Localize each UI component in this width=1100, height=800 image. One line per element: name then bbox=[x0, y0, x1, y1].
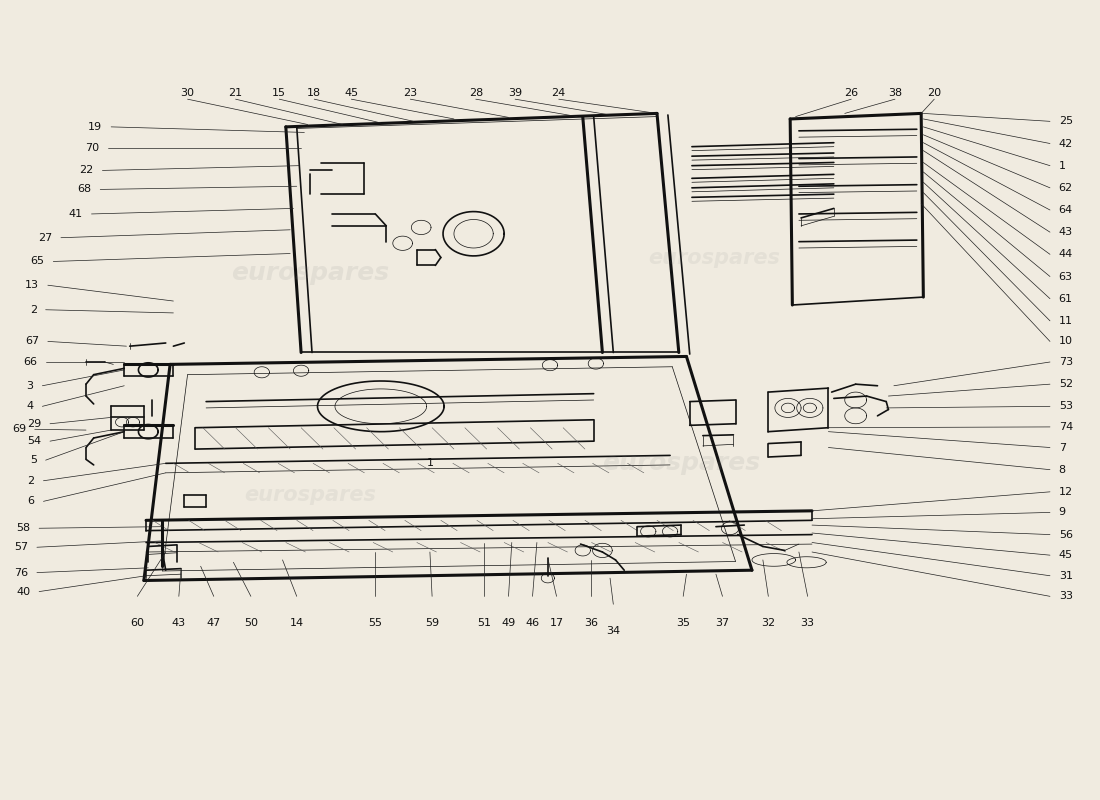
Text: 10: 10 bbox=[1058, 337, 1072, 346]
Text: 61: 61 bbox=[1058, 294, 1072, 304]
Text: 24: 24 bbox=[551, 87, 565, 98]
Text: eurospares: eurospares bbox=[244, 485, 376, 505]
Text: 20: 20 bbox=[927, 87, 942, 98]
Text: 49: 49 bbox=[502, 618, 516, 629]
Text: 50: 50 bbox=[244, 618, 257, 629]
Text: 33: 33 bbox=[801, 618, 815, 629]
Text: 54: 54 bbox=[28, 436, 42, 446]
Text: 62: 62 bbox=[1058, 183, 1072, 193]
Text: 55: 55 bbox=[368, 618, 383, 629]
Text: 38: 38 bbox=[888, 87, 902, 98]
Text: 37: 37 bbox=[715, 618, 729, 629]
Text: 66: 66 bbox=[23, 357, 37, 367]
Text: 43: 43 bbox=[172, 618, 186, 629]
Text: 2: 2 bbox=[30, 305, 37, 314]
Text: 22: 22 bbox=[79, 166, 94, 175]
Text: 47: 47 bbox=[207, 618, 221, 629]
Text: eurospares: eurospares bbox=[231, 262, 389, 286]
Text: 21: 21 bbox=[229, 87, 243, 98]
Text: 6: 6 bbox=[28, 496, 35, 506]
Text: 63: 63 bbox=[1058, 271, 1072, 282]
Text: 73: 73 bbox=[1058, 357, 1072, 367]
Text: 26: 26 bbox=[844, 87, 858, 98]
Text: 74: 74 bbox=[1058, 422, 1072, 432]
Text: 53: 53 bbox=[1058, 402, 1072, 411]
Text: 69: 69 bbox=[12, 424, 26, 434]
Text: 34: 34 bbox=[606, 626, 620, 637]
Text: 44: 44 bbox=[1058, 250, 1072, 259]
Text: 40: 40 bbox=[16, 586, 31, 597]
Text: 29: 29 bbox=[28, 418, 42, 429]
Text: 45: 45 bbox=[344, 87, 359, 98]
Text: 25: 25 bbox=[1058, 116, 1072, 126]
Text: 43: 43 bbox=[1058, 227, 1072, 237]
Text: eurospares: eurospares bbox=[648, 247, 780, 267]
Text: 64: 64 bbox=[1058, 205, 1072, 215]
Text: 45: 45 bbox=[1058, 550, 1072, 560]
Text: 60: 60 bbox=[130, 618, 144, 629]
Text: 18: 18 bbox=[307, 87, 321, 98]
Text: 13: 13 bbox=[25, 280, 40, 290]
Text: 58: 58 bbox=[16, 523, 31, 534]
Text: 8: 8 bbox=[1058, 465, 1066, 474]
Text: 33: 33 bbox=[1058, 591, 1072, 602]
Text: 1: 1 bbox=[1058, 161, 1066, 170]
Text: 35: 35 bbox=[676, 618, 690, 629]
Text: 14: 14 bbox=[289, 618, 304, 629]
Text: 28: 28 bbox=[469, 87, 483, 98]
Text: 57: 57 bbox=[14, 542, 29, 552]
Text: 42: 42 bbox=[1058, 138, 1072, 149]
Text: 17: 17 bbox=[550, 618, 563, 629]
Text: 7: 7 bbox=[1058, 442, 1066, 453]
Text: 12: 12 bbox=[1058, 487, 1072, 497]
Text: 4: 4 bbox=[26, 402, 34, 411]
Text: 36: 36 bbox=[584, 618, 598, 629]
Text: 15: 15 bbox=[273, 87, 286, 98]
Text: 27: 27 bbox=[37, 233, 52, 242]
Text: 2: 2 bbox=[28, 476, 35, 486]
Text: 3: 3 bbox=[26, 381, 34, 390]
Text: 65: 65 bbox=[31, 257, 45, 266]
Text: 32: 32 bbox=[761, 618, 776, 629]
Text: 23: 23 bbox=[404, 87, 417, 98]
Text: 67: 67 bbox=[25, 337, 40, 346]
Text: 30: 30 bbox=[180, 87, 195, 98]
Text: 56: 56 bbox=[1058, 530, 1072, 539]
Text: 46: 46 bbox=[526, 618, 540, 629]
Text: 39: 39 bbox=[508, 87, 522, 98]
Text: 70: 70 bbox=[85, 143, 99, 154]
Text: 31: 31 bbox=[1058, 570, 1072, 581]
Text: 11: 11 bbox=[1058, 316, 1072, 326]
Text: 9: 9 bbox=[1058, 507, 1066, 518]
Text: 76: 76 bbox=[14, 567, 29, 578]
Text: 19: 19 bbox=[88, 122, 102, 132]
Text: 51: 51 bbox=[477, 618, 492, 629]
Text: 1: 1 bbox=[427, 458, 433, 468]
Text: 59: 59 bbox=[425, 618, 439, 629]
Text: 68: 68 bbox=[77, 185, 91, 194]
Text: 41: 41 bbox=[68, 209, 82, 219]
Text: 5: 5 bbox=[30, 455, 37, 465]
Text: eurospares: eurospares bbox=[602, 451, 760, 475]
Text: 52: 52 bbox=[1058, 379, 1072, 389]
